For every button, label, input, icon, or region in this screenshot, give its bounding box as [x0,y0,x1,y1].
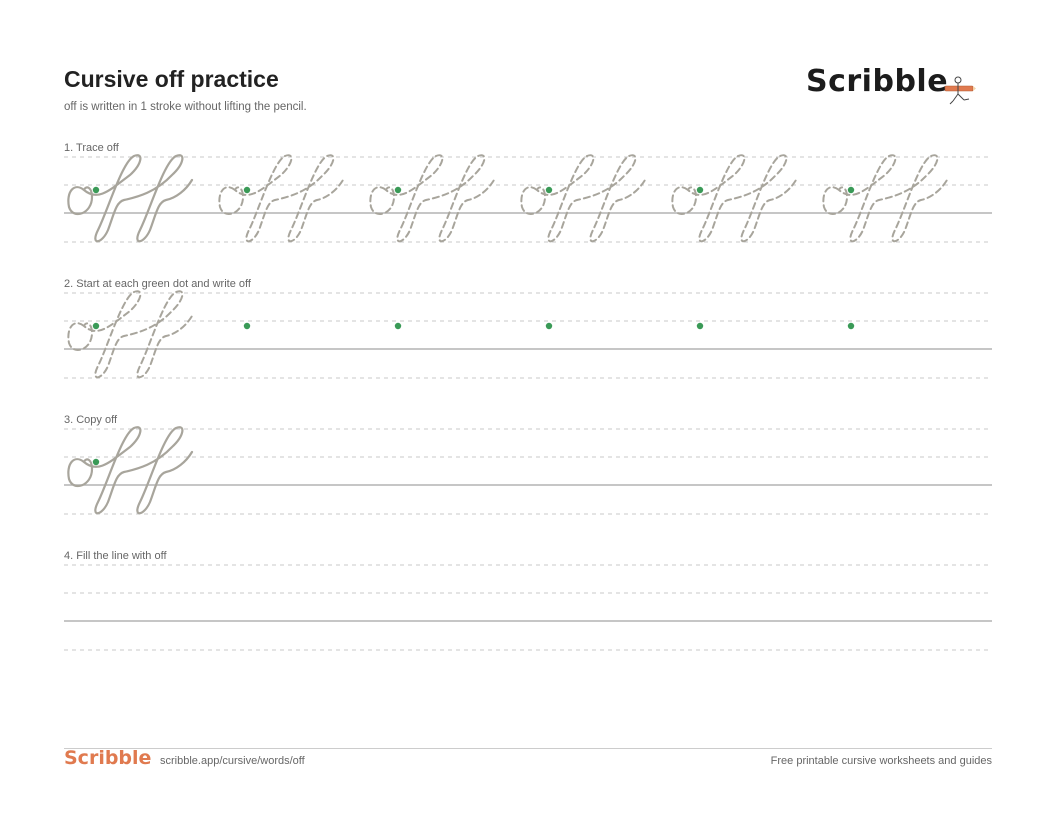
start-dot [394,186,402,194]
footer-brand-logo: Scribble [64,747,152,769]
row-guide-lines [64,154,992,243]
section-label-trace: 1. Trace off [64,142,119,154]
footer-divider [64,748,992,749]
row-guide-lines [64,564,992,651]
trace-word [369,154,495,243]
start-dot [696,186,704,194]
start-dot [696,322,704,330]
footer-url: scribble.app/cursive/words/off [160,755,305,767]
start-dot [847,322,855,330]
practice-row-copy [0,422,1056,522]
brand-logo: Scribble [806,64,949,99]
practice-row-fill [0,558,1056,658]
start-dot [847,186,855,194]
start-dot [92,458,100,466]
start-dot [92,186,100,194]
trace-word [218,154,344,243]
start-dot [545,186,553,194]
page-subtitle: off is written in 1 stroke without lifti… [64,101,307,113]
start-dot [545,322,553,330]
trace-word [67,290,193,379]
start-dot [394,322,402,330]
trace-word [822,154,948,243]
page-title: Cursive off practice [64,66,279,92]
practice-row-trace [0,150,1056,250]
model-word [67,154,194,243]
row-guide-lines [64,426,992,515]
practice-row-start-dots [0,286,1056,386]
pencil-runner-icon [944,76,976,105]
row-guide-lines [64,290,992,379]
trace-word [520,154,646,243]
start-dot [92,322,100,330]
section-label-fill: 4. Fill the line with off [64,550,167,562]
trace-word [671,154,797,243]
section-label-copy: 3. Copy off [64,414,117,426]
footer-tagline: Free printable cursive worksheets and gu… [770,755,992,767]
start-dot [243,322,251,330]
section-label-start-dots: 2. Start at each green dot and write off [64,278,251,290]
model-word [67,426,194,515]
start-dot [243,186,251,194]
